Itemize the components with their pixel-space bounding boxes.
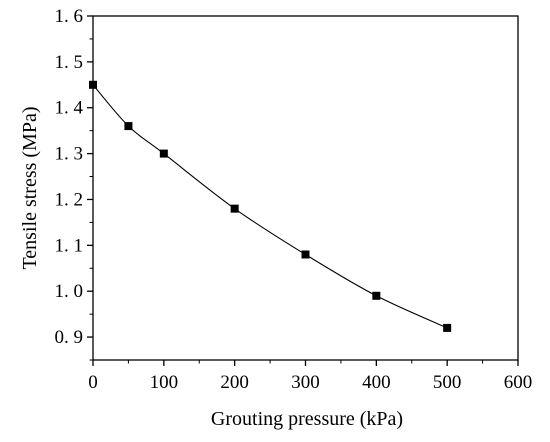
- plot-border: [92, 15, 519, 361]
- y-tick-label: 1. 4: [55, 98, 84, 119]
- data-point: [372, 291, 381, 300]
- x-tick-label: 300: [291, 372, 320, 393]
- x-axis-label: Grouting pressure (kPa): [211, 408, 403, 430]
- y-axis-label: Tensile stress (MPa): [19, 106, 41, 269]
- data-point: [89, 80, 97, 89]
- data-point: [124, 122, 133, 131]
- y-tick-label: 1. 2: [55, 189, 84, 210]
- y-tick-label: 1. 0: [55, 281, 84, 302]
- x-tick-label: 400: [362, 372, 391, 393]
- x-tick-label: 0: [88, 372, 98, 393]
- y-tick-label: 0. 9: [55, 327, 84, 348]
- plot-frame: [92, 15, 519, 361]
- x-axis: 0 100 200 300 400 500 600: [88, 360, 532, 393]
- y-axis: 0. 9 1. 0 1. 1 1. 2 1. 3 1. 4 1. 5 1. 6: [55, 6, 93, 361]
- data-point: [301, 250, 310, 259]
- data-point: [159, 149, 168, 158]
- y-tick-label: 1. 6: [55, 6, 84, 27]
- x-tick-label: 200: [220, 372, 249, 393]
- data-point: [230, 204, 239, 213]
- fit-curve: [92, 84, 448, 329]
- x-tick-label: 100: [150, 372, 179, 393]
- data-point: [443, 323, 452, 332]
- y-tick-label: 1. 3: [55, 144, 84, 165]
- y-tick-label: 1. 5: [55, 52, 84, 73]
- x-tick-label: 600: [504, 372, 533, 393]
- x-tick-label: 500: [433, 372, 462, 393]
- y-tick-label: 1. 1: [55, 235, 84, 256]
- data-series: [89, 80, 452, 332]
